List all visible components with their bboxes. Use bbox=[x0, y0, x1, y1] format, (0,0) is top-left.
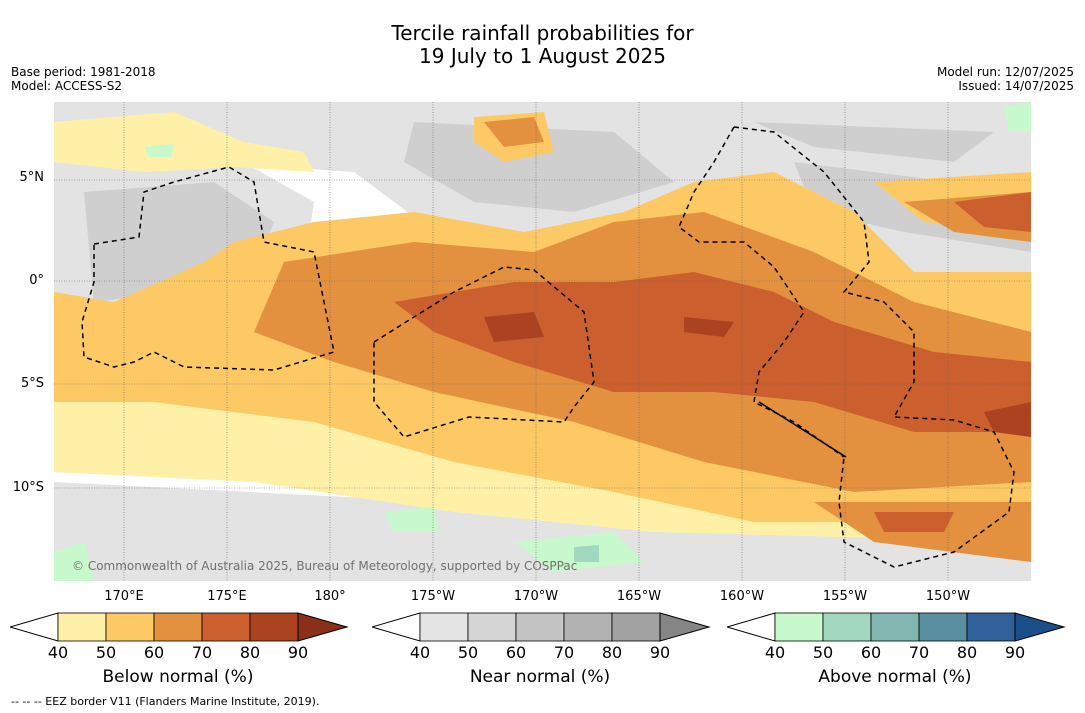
cbar2-tick-80: 80 bbox=[601, 643, 623, 662]
below-normal-80-90 bbox=[484, 312, 1031, 437]
cbar3-tick-60: 60 bbox=[860, 643, 882, 662]
cbar-below-80-90 bbox=[249, 612, 299, 642]
cbar3-tick-70: 70 bbox=[908, 643, 930, 662]
cbar2-tick-90: 90 bbox=[649, 643, 671, 662]
cbar1-tick-60: 60 bbox=[143, 643, 165, 662]
cbar-near-60-70 bbox=[515, 612, 565, 642]
cbar1-tick-90: 90 bbox=[287, 643, 309, 662]
probability-map: © Commonwealth of Australia 2025, Bureau… bbox=[54, 102, 1031, 581]
above-normal-50-60 bbox=[574, 545, 599, 562]
cbar-above-50-60 bbox=[822, 612, 872, 642]
lat-label-0: 0° bbox=[29, 273, 44, 288]
lat-label-10s: 10°S bbox=[12, 480, 44, 495]
model-name: Model: ACCESS-S2 bbox=[11, 79, 123, 93]
lat-label-5s: 5°S bbox=[20, 376, 44, 391]
cbar3-tick-80: 80 bbox=[956, 643, 978, 662]
lon-label-180: 180° bbox=[314, 589, 346, 604]
issued-date: Issued: 14/07/2025 bbox=[958, 79, 1074, 93]
cbar2-tick-40: 40 bbox=[409, 643, 431, 662]
cbar-near-40-tip bbox=[372, 612, 421, 642]
cbar1-tick-70: 70 bbox=[191, 643, 213, 662]
title-line-2: 19 July to 1 August 2025 bbox=[419, 44, 666, 68]
below-normal-70-80 bbox=[394, 192, 1031, 532]
cbar-near-90-tip bbox=[659, 612, 711, 642]
lon-label-150w: 150°W bbox=[925, 589, 971, 604]
cbar2-tick-50: 50 bbox=[457, 643, 479, 662]
cbar-below-50-60 bbox=[105, 612, 155, 642]
cbar-near-80-90 bbox=[611, 612, 661, 642]
lat-label-5n: 5°N bbox=[19, 170, 45, 185]
map-gridlines bbox=[54, 102, 1031, 581]
lon-label-170e: 170°E bbox=[104, 589, 144, 604]
lon-label-175w: 175°W bbox=[410, 589, 456, 604]
cbar-near-40-50 bbox=[419, 612, 469, 642]
model-run: Model run: 12/07/2025 bbox=[936, 65, 1074, 79]
cbar-above-90-tip bbox=[1014, 612, 1066, 642]
below-normal-colorbar bbox=[10, 612, 349, 642]
cbar-above-80-90 bbox=[966, 612, 1016, 642]
title-line-1: Tercile rainfall probabilities for bbox=[391, 21, 694, 45]
below-normal-label: Below normal (%) bbox=[102, 667, 254, 687]
lon-label-160w: 160°W bbox=[719, 589, 765, 604]
cbar-above-70-80 bbox=[918, 612, 968, 642]
cbar-near-50-60 bbox=[467, 612, 517, 642]
meta-right: Model run: 12/07/2025 Issued: 14/07/2025 bbox=[937, 65, 1074, 93]
cbar-below-60-70 bbox=[153, 612, 203, 642]
cbar-above-40-50 bbox=[774, 612, 824, 642]
base-period: Base period: 1981-2018 bbox=[11, 65, 156, 79]
above-normal-colorbar bbox=[727, 612, 1066, 642]
cbar2-tick-70: 70 bbox=[553, 643, 575, 662]
copyright-text: © Commonwealth of Australia 2025, Bureau… bbox=[72, 559, 577, 573]
meta-left: Base period: 1981-2018 Model: ACCESS-S2 bbox=[11, 65, 156, 93]
cbar-above-40-tip bbox=[727, 612, 776, 642]
cbar-below-40-50 bbox=[57, 612, 107, 642]
cbar1-tick-80: 80 bbox=[239, 643, 261, 662]
cbar3-tick-90: 90 bbox=[1004, 643, 1026, 662]
cbar1-tick-50: 50 bbox=[95, 643, 117, 662]
cbar3-tick-40: 40 bbox=[764, 643, 786, 662]
near-normal-colorbar bbox=[372, 612, 711, 642]
map-title: Tercile rainfall probabilities for 19 Ju… bbox=[0, 22, 1085, 68]
cbar-below-40-tip bbox=[10, 612, 59, 642]
cbar-below-70-80 bbox=[201, 612, 251, 642]
near-normal-label: Near normal (%) bbox=[469, 667, 611, 687]
cbar2-tick-60: 60 bbox=[505, 643, 527, 662]
lon-label-155w: 155°W bbox=[822, 589, 868, 604]
above-normal-label: Above normal (%) bbox=[818, 667, 972, 687]
cbar3-tick-50: 50 bbox=[812, 643, 834, 662]
cbar-near-70-80 bbox=[563, 612, 613, 642]
cbar-above-60-70 bbox=[870, 612, 920, 642]
cbar-below-90-tip bbox=[297, 612, 349, 642]
eez-borders bbox=[81, 126, 1015, 568]
eez-footer-note: -- -- -- EEZ border V11 (Flanders Marine… bbox=[11, 695, 320, 708]
lon-label-165w: 165°W bbox=[616, 589, 662, 604]
lon-label-175e: 175°E bbox=[207, 589, 247, 604]
lon-label-170w: 170°W bbox=[513, 589, 559, 604]
cbar1-tick-40: 40 bbox=[47, 643, 69, 662]
eez-border-solid bbox=[758, 401, 847, 458]
